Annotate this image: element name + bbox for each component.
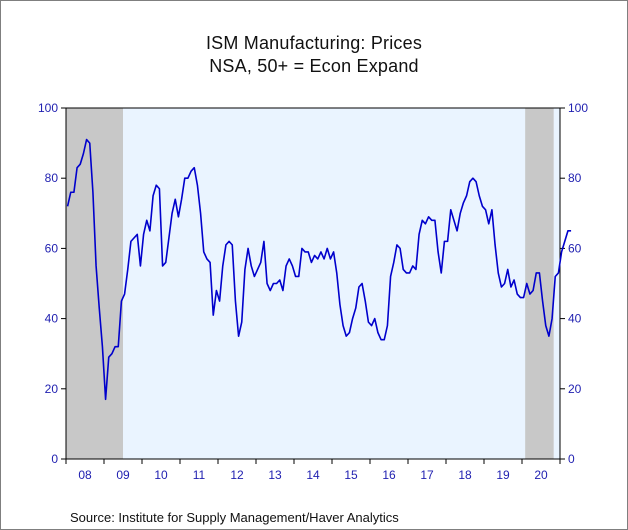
y-tick-label-left: 80 — [45, 171, 59, 185]
y-tick-label-left: 60 — [45, 241, 59, 255]
plot-area — [66, 108, 560, 459]
y-tick-label-right: 20 — [568, 382, 582, 396]
recession-band — [525, 108, 554, 459]
x-tick-label: 15 — [344, 468, 358, 482]
axes: 0 0 20 20 40 40 60 60 80 80 100 100 08 09 10 11 12 13 14 15… — [38, 101, 588, 482]
x-tick-label: 13 — [268, 468, 282, 482]
plot-border — [65, 107, 561, 460]
x-tick-label: 18 — [458, 468, 472, 482]
x-tick-label: 12 — [230, 468, 244, 482]
y-tick-label-right: 0 — [568, 452, 575, 466]
x-tick-label: 17 — [420, 468, 434, 482]
source-note: Source: Institute for Supply Management/… — [70, 510, 399, 525]
x-tick-label: 10 — [154, 468, 168, 482]
series-layer — [66, 138, 572, 401]
x-tick-label: 11 — [193, 468, 206, 482]
chart-title: ISM Manufacturing: Prices — [205, 33, 423, 53]
y-tick-label-right: 60 — [568, 241, 582, 255]
y-tick-label-left: 20 — [45, 382, 59, 396]
y-tick-label-right: 80 — [568, 171, 582, 185]
x-tick-label: 09 — [116, 468, 130, 482]
y-tick-label-left: 0 — [51, 452, 58, 466]
series-line — [66, 138, 572, 401]
y-tick-label-left: 40 — [45, 312, 59, 326]
y-tick-label-right: 40 — [568, 312, 582, 326]
recession-band — [66, 108, 123, 459]
recession-shading — [66, 108, 554, 459]
x-tick-label: 08 — [78, 468, 92, 482]
chart-subtitle: NSA, 50+ = Econ Expand — [209, 56, 419, 76]
x-tick-label: 16 — [382, 468, 396, 482]
y-tick-label-right: 100 — [568, 101, 588, 115]
x-tick-label: 19 — [496, 468, 510, 482]
y-tick-label-left: 100 — [38, 101, 58, 115]
x-tick-label: 20 — [534, 468, 548, 482]
x-tick-label: 14 — [306, 468, 320, 482]
